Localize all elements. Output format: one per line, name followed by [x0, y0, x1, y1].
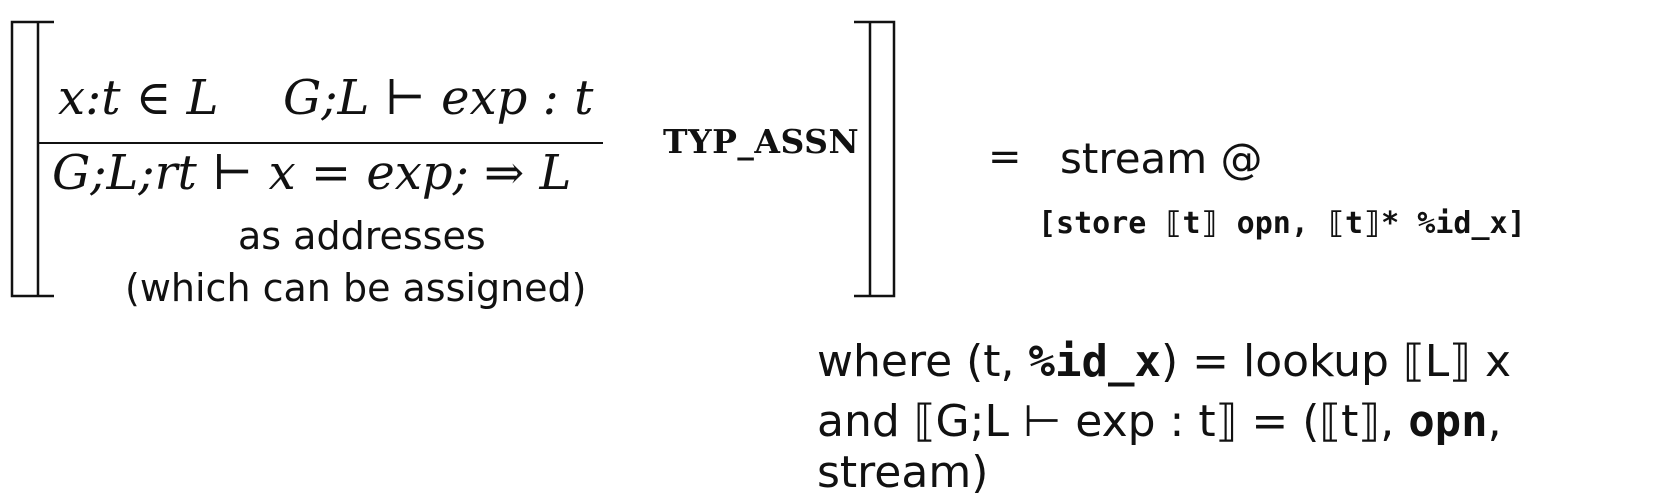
right-semantic-bracket — [854, 20, 896, 298]
rule-premise-2: G;L ⊢ exp : t — [283, 70, 594, 126]
left-semantic-bracket — [10, 20, 54, 298]
where-line-1-pre: where (t, — [817, 336, 1029, 387]
equals-sign: = — [988, 134, 1022, 180]
where-line-2-code: opn — [1408, 396, 1488, 447]
where-clause-line-1: where (t, %id_x) = lookup ⟦L⟧ x — [817, 336, 1511, 387]
where-clause-line-2: and ⟦G;L ⊢ exp : t⟧ = (⟦t⟧, opn, stream) — [817, 396, 1672, 498]
where-line-1-post: ) = lookup ⟦L⟧ x — [1160, 336, 1512, 387]
rule-name: TYP_ASSN — [663, 122, 860, 161]
annotation-line-1: as addresses — [238, 214, 486, 258]
inference-line — [38, 142, 603, 144]
rule-conclusion: G;L;rt ⊢ x = exp; ⇒ L — [52, 145, 572, 201]
annotation-line-2: (which can be assigned) — [125, 266, 587, 310]
rhs-instruction-list: [store ⟦t⟧ opn, ⟦t⟧* %id_x] — [1038, 206, 1526, 241]
rhs-stream-line: stream @ — [1060, 134, 1263, 183]
rule-premise-1: x:t ∈ L — [58, 70, 219, 126]
where-line-2-pre: and ⟦G;L ⊢ exp : t⟧ = (⟦t⟧, — [817, 396, 1409, 447]
where-line-1-code: %id_x — [1028, 336, 1161, 387]
